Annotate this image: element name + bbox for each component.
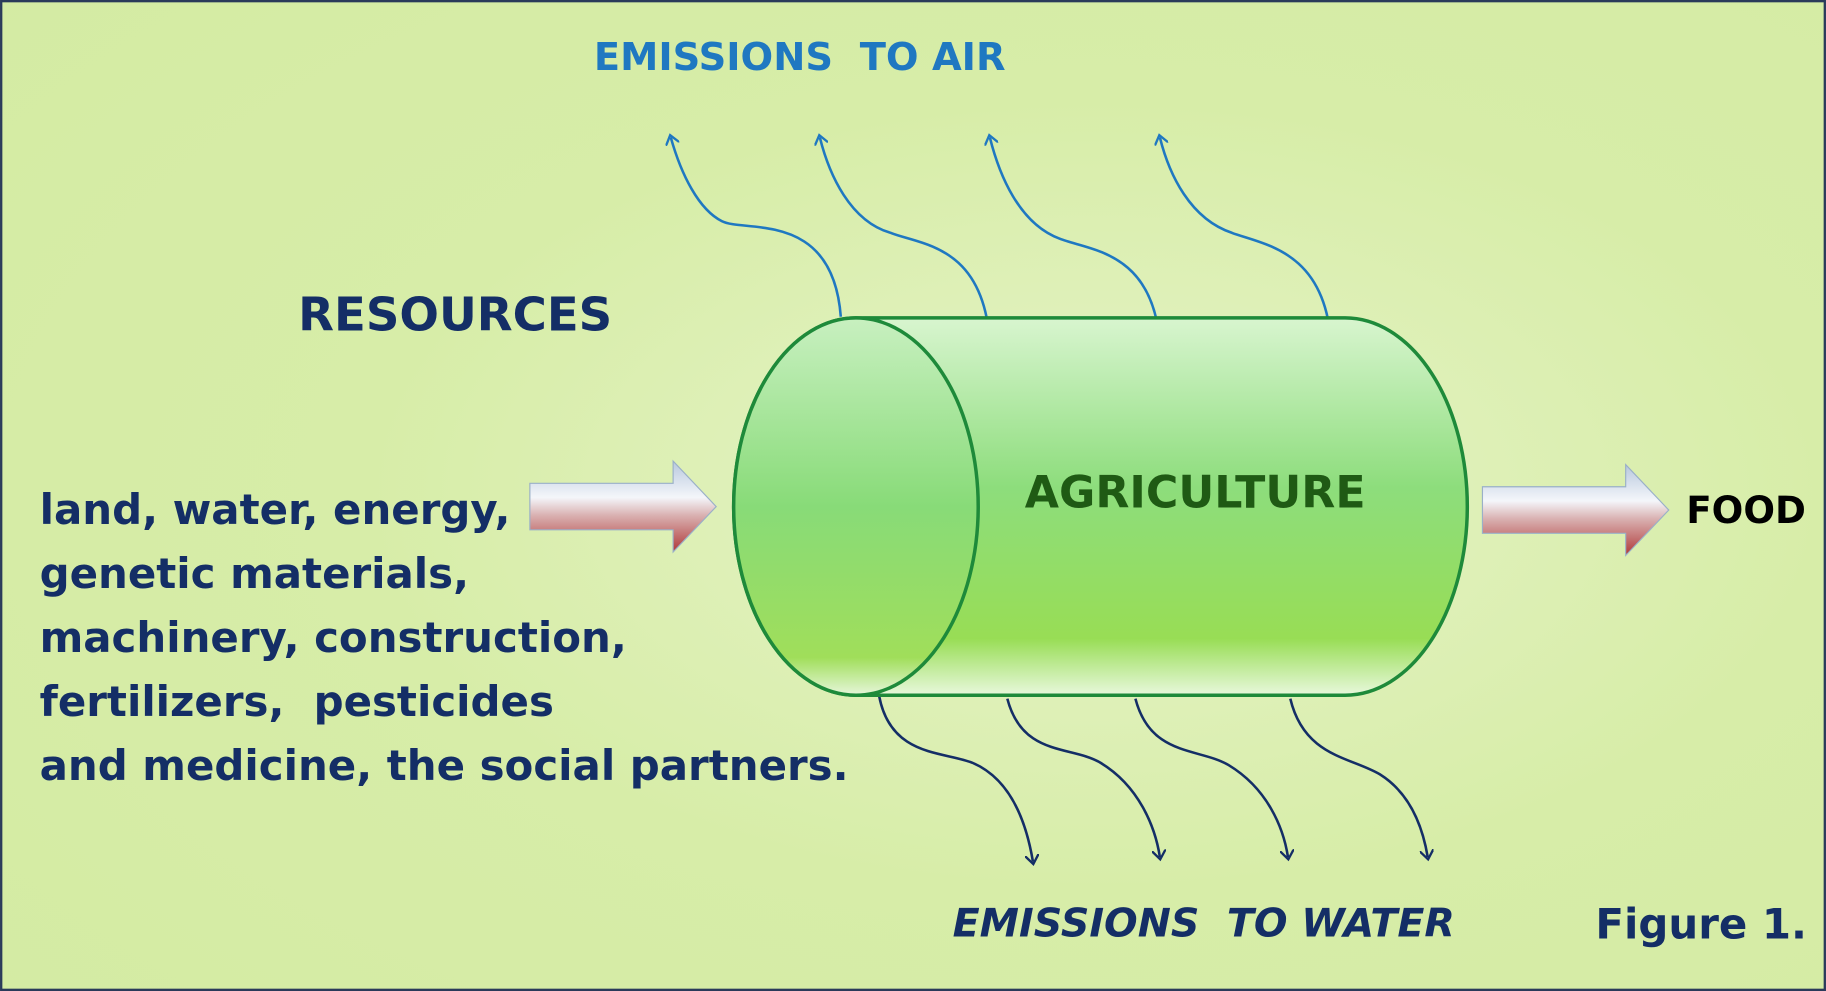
cylinder-cap [731,316,980,697]
emissions-water-label: EMISSIONS TO WATER [953,900,1455,946]
resource-line: machinery, construction, [40,613,627,662]
emissions-air-label: EMISSIONS TO AIR [594,35,1006,80]
resource-line: genetic materials, [40,549,469,598]
resource-line: land, water, energy, [40,485,511,534]
water-arrows [877,696,1427,861]
resource-line: fertilizers, pesticides [40,677,554,726]
input-arrow [529,459,718,554]
resource-line: and medicine, the social partners. [40,741,849,790]
caption: Figure 1. [1595,900,1807,949]
air-arrows [671,137,1333,344]
output-arrow [1481,463,1670,557]
resources-title: RESOURCES [298,288,612,342]
process-label: AGRICULTURE [1025,468,1366,519]
resources-list: land, water, energy, genetic materials, … [40,485,849,790]
output-label: FOOD [1686,488,1806,532]
